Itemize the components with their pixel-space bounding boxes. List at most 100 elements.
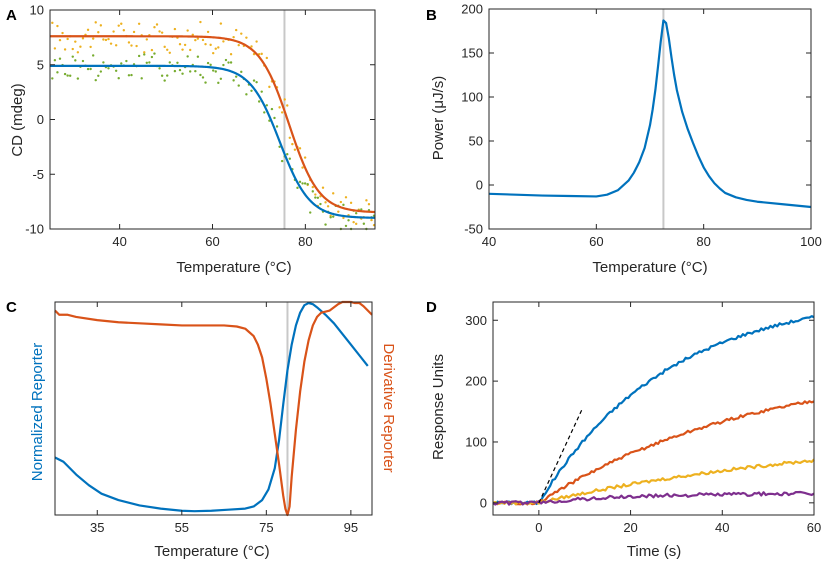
panel-a-point-data-orange xyxy=(89,45,92,49)
panel-a-point-data-green xyxy=(234,75,238,78)
panel-a-point-data-green xyxy=(189,70,192,73)
panel-a-point-data-green xyxy=(217,81,220,85)
panel-a-point-data-orange xyxy=(173,27,177,31)
panel-a-point-data-green xyxy=(355,212,358,215)
panel-a-point-data-green xyxy=(206,61,210,65)
panel-a-point-data-orange xyxy=(365,199,368,202)
panel-a-point-data-green xyxy=(303,182,307,185)
panel-d-line-purple xyxy=(492,490,815,506)
panel-a-point-data-green xyxy=(232,79,235,82)
panel-a-point-data-green xyxy=(148,61,151,64)
panel-a-point-data-orange xyxy=(135,44,138,48)
panel-a-point-data-green xyxy=(347,219,350,222)
panel-a-point-data-green xyxy=(229,61,233,64)
panel-a-ylabel: CD (mdeg) xyxy=(9,83,26,156)
panel-a-point-data-orange xyxy=(301,166,304,169)
panel-b-ytick-label: 0 xyxy=(476,178,483,193)
panel-a-point-data-green xyxy=(74,59,77,62)
panel-a-point-data-green xyxy=(176,61,179,64)
panel-a-point-data-orange xyxy=(163,45,166,49)
panel-a-point-data-orange xyxy=(137,22,141,25)
panel-a-point-data-green xyxy=(160,74,164,77)
panel-a-line-fit-orange xyxy=(50,35,376,214)
panel-a-point-data-orange xyxy=(349,201,353,205)
panel-a-point-data-orange xyxy=(237,43,240,47)
panel-a-point-data-green xyxy=(214,70,217,73)
panel-a-point-data-green xyxy=(257,100,261,103)
panel-a-point-data-green xyxy=(342,203,345,207)
panel-a-point-data-orange xyxy=(181,48,184,51)
panel-a-point-data-orange xyxy=(337,210,340,213)
panel-d-xlabel: Time (s) xyxy=(627,543,681,560)
panel-a-point-data-green xyxy=(153,52,156,55)
panel-b-ylabel: Power (μJ/s) xyxy=(430,76,447,161)
panel-a-ytick-label: -5 xyxy=(32,167,44,182)
panel-a-point-data-orange xyxy=(342,216,345,220)
panel-a-point-data-orange xyxy=(86,28,90,32)
panel-a-point-data-green xyxy=(311,190,314,193)
panel-a-point-data-green xyxy=(237,84,240,87)
panel-a-point-data-orange xyxy=(293,148,297,151)
panel-c-xtick-label: 95 xyxy=(344,520,358,535)
panel-a-point-data-green xyxy=(194,69,197,73)
panel-a-point-data-orange xyxy=(367,203,371,206)
panel-a-point-data-green xyxy=(278,145,281,148)
panel-a-point-data-orange xyxy=(122,29,126,32)
panel-a-point-data-orange xyxy=(209,43,212,47)
panel-a-point-data-green xyxy=(344,224,348,228)
panel-a-point-data-orange xyxy=(265,56,269,60)
panel-a-point-data-green xyxy=(166,74,169,77)
panel-d-initial-slope-line xyxy=(538,408,583,504)
panel-a-point-data-green xyxy=(158,67,161,70)
panel-a-point-data-orange xyxy=(288,136,291,139)
panel-a-point-data-orange xyxy=(120,22,123,25)
panel-a-point-data-green xyxy=(56,71,59,74)
panel-b-xtick-label: 80 xyxy=(696,234,710,249)
panel-a-point-data-orange xyxy=(112,30,115,33)
panel-b-frame xyxy=(488,8,812,230)
panel-a-point-data-green xyxy=(140,77,143,80)
panel-a-point-data-green xyxy=(143,53,146,56)
panel-b-xtick-label: 100 xyxy=(800,234,822,249)
panel-a-point-data-green xyxy=(275,125,279,128)
panel-a-ytick-label: -10 xyxy=(25,222,44,237)
panel-a-point-data-orange xyxy=(189,48,192,52)
panel-a-point-data-green xyxy=(255,80,258,84)
panel-a-point-data-green xyxy=(117,77,120,80)
panel-a-point-data-green xyxy=(107,67,110,70)
panel-a-point-data-green xyxy=(89,67,92,71)
panel-d-xtick-label: 0 xyxy=(535,520,542,535)
panel-a-point-data-green xyxy=(81,59,85,63)
panel-a-point-data-orange xyxy=(283,98,286,101)
panel-a-point-data-green xyxy=(280,159,284,163)
panel-c-ylabel-right: Derivative Reporter xyxy=(380,343,397,472)
panel-a-point-data-green xyxy=(245,93,248,96)
panel-a-point-data-orange xyxy=(53,47,57,50)
panel-a-point-data-orange xyxy=(255,40,258,43)
panel-a-point-data-orange xyxy=(217,46,220,49)
panel-a-cd-melting-curve: 40 60 80 10 5 0 -5 -10 xyxy=(25,3,376,249)
panel-a-point-data-green xyxy=(204,81,207,84)
panel-a-point-data-orange xyxy=(91,37,95,40)
panel-a-point-data-orange xyxy=(303,156,307,159)
panel-a-point-data-orange xyxy=(229,53,233,56)
panel-a-point-data-orange xyxy=(79,45,82,48)
panel-a-point-data-orange xyxy=(109,42,113,45)
panel-c-frame xyxy=(54,301,373,516)
panel-c-reporter-melt: 35 55 75 95 xyxy=(54,300,373,535)
panel-a-point-data-green xyxy=(196,55,200,58)
panel-a-point-data-orange xyxy=(324,201,327,204)
panel-a-point-data-green xyxy=(222,63,225,67)
panel-a-point-data-green xyxy=(265,104,269,107)
panel-a-point-data-green xyxy=(273,116,276,120)
panel-a-point-data-orange xyxy=(94,21,97,24)
panel-a-point-data-green xyxy=(306,182,309,186)
panel-a-frame xyxy=(49,9,376,230)
panel-a-point-data-orange xyxy=(117,24,120,27)
panel-a-point-data-orange xyxy=(212,51,215,55)
panel-a-point-data-green xyxy=(186,55,189,58)
panel-d-ylabel: Response Units xyxy=(430,354,447,460)
panel-b-xtick-label: 60 xyxy=(589,234,603,249)
panel-a-point-data-orange xyxy=(56,24,59,28)
panel-d-xtick-label: 40 xyxy=(715,520,729,535)
